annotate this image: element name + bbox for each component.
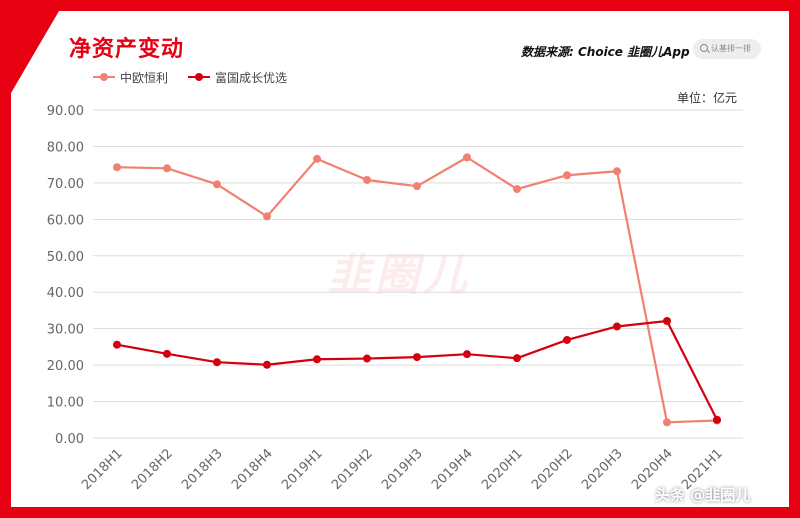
data-point (113, 340, 121, 349)
x-tick-label: 2019H2 (329, 446, 376, 493)
search-box[interactable]: 认基排一排 (693, 39, 761, 59)
data-point (463, 350, 471, 359)
y-tick-label: 20.00 (47, 359, 84, 374)
data-point (563, 335, 571, 344)
legend-label: 富国成长优选 (215, 71, 288, 85)
series-line-2 (116, 319, 718, 421)
data-point (313, 355, 321, 364)
chart-title: 净资产变动 (69, 37, 185, 62)
y-tick-label: 70.00 (47, 177, 84, 192)
data-point (263, 212, 271, 221)
y-tick-label: 10.00 (47, 396, 84, 411)
data-point (213, 180, 221, 189)
y-tick-label: 50.00 (47, 250, 84, 265)
data-point (613, 167, 621, 176)
data-point (113, 163, 121, 172)
y-tick-label: 90.00 (47, 104, 84, 119)
data-point (463, 153, 471, 162)
data-point (213, 358, 221, 367)
search-icon (700, 44, 708, 52)
x-tick-label: 2020H2 (529, 446, 576, 493)
data-point (413, 182, 421, 191)
data-point (163, 349, 171, 358)
series-line-1 (116, 156, 718, 424)
y-tick-label: 30.00 (47, 323, 84, 338)
x-tick-label: 2020H3 (579, 446, 626, 493)
search-placeholder: 认基排一排 (711, 44, 751, 53)
data-point (163, 164, 171, 173)
data-point (513, 185, 521, 194)
data-point (363, 354, 371, 363)
corner-decoration (11, 11, 59, 93)
data-source: 数据来源: Choice 韭圈儿App (521, 45, 690, 59)
x-tick-label: 2018H2 (129, 446, 176, 493)
y-tick-label: 0.00 (55, 432, 84, 447)
footer-credit: 头条 @韭圈儿 (655, 486, 751, 504)
legend-swatch-dot (100, 73, 108, 81)
data-point (413, 353, 421, 362)
data-point (663, 418, 671, 427)
data-point (313, 154, 321, 163)
data-point (563, 171, 571, 180)
x-tick-label: 2018H3 (179, 446, 226, 493)
x-tick-label: 2019H3 (379, 446, 426, 493)
x-tick-label: 2019H1 (279, 446, 326, 493)
chart-card: 净资产变动 数据来源: Choice 韭圈儿App 认基排一排 单位：亿元 韭圈… (11, 11, 789, 507)
x-tick-label: 2018H1 (79, 446, 126, 493)
x-tick-label: 2019H4 (429, 446, 476, 493)
data-point (613, 322, 621, 331)
data-point (363, 175, 371, 184)
data-point (263, 360, 271, 369)
y-tick-label: 60.00 (47, 213, 84, 228)
x-tick-label: 2018H4 (229, 446, 276, 493)
y-tick-label: 40.00 (47, 286, 84, 301)
data-point (713, 415, 721, 424)
legend-swatch-dot (195, 73, 203, 81)
data-point (513, 354, 521, 363)
data-point (663, 317, 671, 326)
x-tick-label: 2020H1 (479, 446, 526, 493)
legend-label: 中欧恒利 (120, 71, 169, 85)
y-tick-label: 80.00 (47, 140, 84, 155)
unit-label: 单位：亿元 (677, 91, 738, 105)
